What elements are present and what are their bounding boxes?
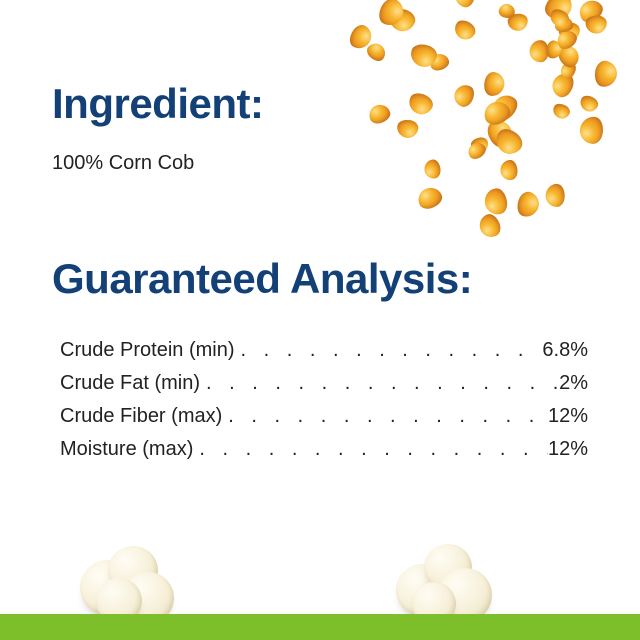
analysis-value: 6.8% bbox=[542, 339, 588, 362]
analysis-value: 2% bbox=[559, 372, 588, 395]
analysis-row: Moisture (max) . . . . . . . . . . . . .… bbox=[60, 438, 588, 461]
corn-kernels-icon bbox=[320, 0, 640, 240]
analysis-list: Crude Protein (min) . . . . . . . . . . … bbox=[52, 339, 588, 461]
analysis-label: Crude Fat (min) bbox=[60, 372, 200, 395]
analysis-row: Crude Fat (min) . . . . . . . . . . . . … bbox=[60, 372, 588, 395]
analysis-label: Crude Protein (min) bbox=[60, 339, 235, 362]
analysis-row: Crude Protein (min) . . . . . . . . . . … bbox=[60, 339, 588, 362]
analysis-value: 12% bbox=[548, 438, 588, 461]
analysis-value: 12% bbox=[548, 405, 588, 428]
dot-leader: . . . . . . . . . . . . . . . . . . . . bbox=[200, 372, 559, 395]
analysis-label: Crude Fiber (max) bbox=[60, 405, 222, 428]
dot-leader: . . . . . . . . . . . . . . . . . . . . bbox=[193, 438, 548, 461]
analysis-heading: Guaranteed Analysis: bbox=[52, 255, 588, 303]
dot-leader: . . . . . . . . . . . . . . . . . . . . bbox=[235, 339, 543, 362]
dot-leader: . . . . . . . . . . . . . . . . . . . . bbox=[222, 405, 548, 428]
accent-strip bbox=[0, 614, 640, 640]
analysis-row: Crude Fiber (max) . . . . . . . . . . . … bbox=[60, 405, 588, 428]
analysis-label: Moisture (max) bbox=[60, 438, 193, 461]
